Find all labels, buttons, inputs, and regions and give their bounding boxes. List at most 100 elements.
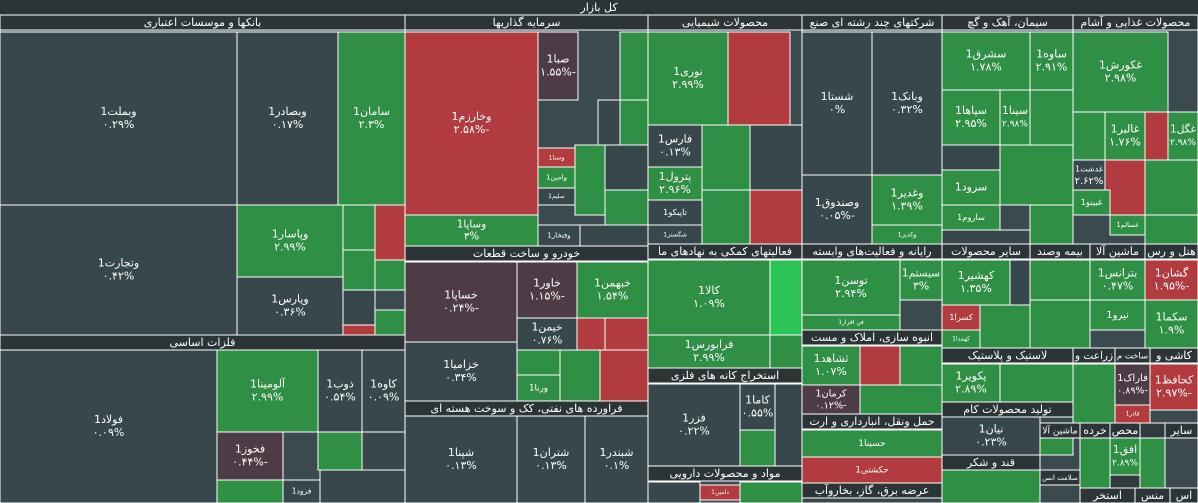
sector-label: اس xyxy=(1176,489,1192,502)
sector-label: سیمان، آهک و گچ xyxy=(967,15,1048,29)
stock-name: وامین1 xyxy=(546,174,567,182)
stock-name: غکورش1 xyxy=(1099,58,1142,71)
stock-change: ۰.۰۹% xyxy=(93,426,125,439)
stock-name: وخارزم1 xyxy=(452,110,492,123)
stock-change: ۰.۰۹% xyxy=(368,391,400,404)
stock-tile xyxy=(999,144,1074,206)
stock-change: ۱.۷۸% xyxy=(970,61,1002,74)
stock-tile xyxy=(559,349,601,402)
stock-tile xyxy=(749,124,803,191)
stock-change: -۱.۹۵% xyxy=(1154,280,1190,293)
stock-tile xyxy=(1144,259,1198,301)
sector-header xyxy=(1072,14,1198,31)
stock-tile xyxy=(1029,89,1074,146)
stock-tile xyxy=(579,224,649,247)
stock-change: ۰.۴۲% xyxy=(103,270,135,283)
stock-tile xyxy=(537,187,576,206)
stock-tile xyxy=(0,349,218,503)
stock-tile xyxy=(871,31,943,176)
stock-tile xyxy=(774,383,803,467)
stock-name: وکدیر1 xyxy=(898,232,917,239)
stock-tile xyxy=(1167,111,1198,161)
stock-tile xyxy=(516,261,578,319)
stock-tile xyxy=(342,204,376,251)
sector-label: رایانه و فعالیت‌های وابسته xyxy=(812,245,931,258)
stock-tile xyxy=(769,259,803,336)
stock-name: کسرا1 xyxy=(949,312,973,322)
stock-tile xyxy=(619,99,649,146)
stock-name: گشان1 xyxy=(1155,266,1189,279)
stock-tile xyxy=(699,484,741,501)
sector-header xyxy=(1039,469,1081,486)
stock-tile xyxy=(801,31,873,176)
stock-tile xyxy=(317,431,363,471)
sector-label: فراورده های نفتی، کک و سوخت هسته ای xyxy=(431,402,623,415)
stock-tile xyxy=(576,317,606,351)
sector-label: حمل ونقل، انبارداری و ارت xyxy=(809,415,934,428)
sector-label: شرکتهای چند رشته ای صنع xyxy=(810,16,935,29)
stock-tile xyxy=(647,31,729,126)
stock-tile xyxy=(1104,159,1146,216)
stock-change: -۲.۹۷% xyxy=(1156,387,1192,400)
stock-change: ۱.۰۷% xyxy=(815,365,847,378)
stock-tile xyxy=(604,144,649,191)
stock-tile xyxy=(999,89,1031,146)
stock-name: خاور1 xyxy=(533,276,561,289)
stock-tile xyxy=(1144,111,1169,161)
stock-tile xyxy=(647,383,741,467)
stock-tile xyxy=(701,124,751,191)
stock-tile xyxy=(701,189,751,245)
stock-change: ۲.۶۲% xyxy=(1075,176,1104,187)
stock-name: حسینا1 xyxy=(858,439,886,449)
stock-tile xyxy=(941,416,1041,456)
stock-tile xyxy=(604,189,649,226)
stock-tile xyxy=(404,31,539,216)
stock-tile xyxy=(319,469,406,503)
stock-tile xyxy=(801,384,861,415)
stock-tile xyxy=(374,309,406,336)
stock-name: خساپا1 xyxy=(444,288,477,301)
stock-name: وسنا1 xyxy=(548,155,564,162)
stock-tile xyxy=(1029,204,1074,245)
sector-label: استخر xyxy=(1092,489,1122,502)
stock-tile xyxy=(647,199,703,226)
sector-label: خودرو و ساخت قطعات xyxy=(473,247,580,260)
sector-label: زراعت و xyxy=(1074,350,1113,362)
stock-name: ساروم1 xyxy=(957,212,985,222)
stock-change: ۰.۵۵% xyxy=(742,407,774,420)
stock-tile xyxy=(236,204,344,278)
stock-tile xyxy=(647,124,703,168)
stock-change: ۲.۹۴% xyxy=(835,287,867,300)
stock-change: ۰.۳۶% xyxy=(274,306,306,319)
stock-tile xyxy=(941,204,1001,231)
stock-change: -۲.۵۸% xyxy=(454,123,490,136)
stock-change: -۰.۴۴% xyxy=(232,456,268,469)
sector-header xyxy=(1149,347,1198,364)
stock-name: غالبر1 xyxy=(1111,122,1140,135)
stock-name: ساوه1 xyxy=(1036,47,1067,60)
stock-name: وتجارت1 xyxy=(98,256,140,269)
stock-tile xyxy=(749,189,803,245)
stock-tile xyxy=(871,174,943,226)
stock-tile xyxy=(1114,363,1151,406)
stock-tile xyxy=(1029,299,1091,349)
stock-tile xyxy=(1009,259,1031,306)
stock-name: ورنا1 xyxy=(529,384,548,394)
stock-change: ۳% xyxy=(464,231,480,243)
stock-name: فولاد1 xyxy=(94,413,123,426)
stock-name: سلیم1 xyxy=(548,193,565,200)
stock-name: فزر1 xyxy=(682,411,706,424)
stock-name: کهمدا1 xyxy=(952,336,970,343)
sector-header xyxy=(647,465,803,482)
stock-name: شپنا1 xyxy=(448,446,474,459)
stock-tile xyxy=(801,259,901,316)
stock-name: پکویر1 xyxy=(956,369,987,382)
stock-change: -۰.۰۵% xyxy=(819,209,855,222)
stock-tile xyxy=(1072,31,1169,113)
sector-label: انبوه سازی، املاک و مست xyxy=(811,331,933,344)
stock-tile xyxy=(1072,189,1111,216)
stock-name: شستا1 xyxy=(821,90,854,103)
stock-tile xyxy=(941,469,1041,503)
stock-change: ۲.۸۹% xyxy=(1112,459,1138,469)
stock-change: ۲.۹۵% xyxy=(955,117,987,130)
